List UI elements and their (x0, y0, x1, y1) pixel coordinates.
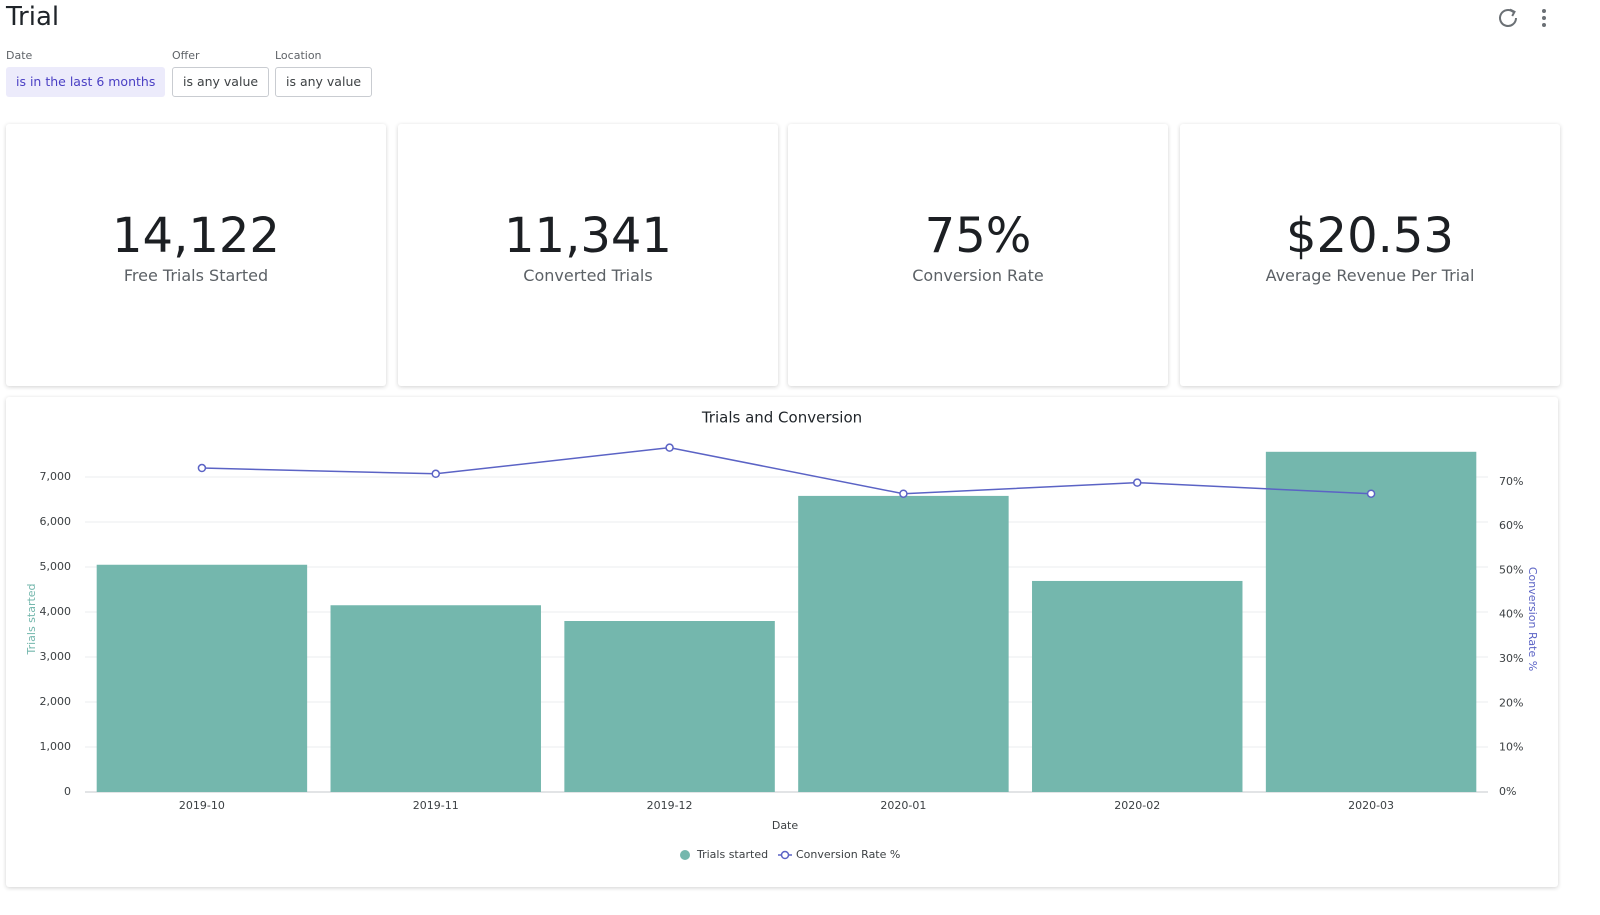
y2-tick-label: 40% (1499, 608, 1523, 621)
x-tick-label: 2019-10 (179, 799, 225, 812)
line (201, 446, 1372, 495)
bar (798, 495, 1009, 792)
legend-swatch (780, 850, 790, 860)
kpi-label: Average Revenue Per Trial (1265, 266, 1475, 285)
line-point (665, 443, 674, 452)
bar (330, 605, 541, 792)
x-tick-label: 2019-11 (413, 799, 459, 812)
y-tick-label: 6,000 (40, 515, 72, 528)
kpi-label: Converted Trials (523, 266, 653, 285)
y-tick-label: 5,000 (40, 560, 72, 573)
y2-tick-label: 70% (1499, 475, 1523, 488)
kpi-card: $20.53 Average Revenue Per Trial (1180, 124, 1560, 386)
y2-tick-label: 20% (1499, 696, 1523, 709)
line-point (899, 489, 908, 498)
y-tick-label: 3,000 (40, 650, 72, 663)
x-tick-label: 2020-02 (1114, 799, 1160, 812)
filter-label: Date (6, 49, 33, 62)
line-point (197, 463, 207, 473)
y2-tick-label: 60% (1499, 519, 1523, 532)
bar (564, 621, 775, 792)
x-tick-label: 2019-12 (647, 799, 693, 812)
bar (1265, 451, 1477, 792)
y2-tick-label: 0% (1499, 785, 1516, 798)
kpi-label: Conversion Rate (912, 266, 1044, 285)
y-axis-title: Trials started (25, 583, 38, 655)
y-tick-label: 1,000 (40, 740, 72, 753)
line-point (1133, 478, 1142, 487)
x-tick-label: 2020-03 (1348, 799, 1394, 812)
filter-chip[interactable]: is any value (275, 67, 373, 97)
page-title: Trial (6, 2, 60, 32)
more-icon[interactable] (1542, 9, 1546, 27)
filter-label: Offer (172, 49, 200, 62)
kpi-label: Free Trials Started (123, 266, 269, 285)
filter-chip[interactable]: is in the last 6 months (6, 67, 166, 97)
y2-tick-label: 10% (1499, 741, 1523, 754)
line-point (431, 469, 440, 479)
bar (1032, 580, 1243, 792)
filter-chip[interactable]: is any value (172, 67, 270, 97)
x-tick-label: 2020-01 (880, 799, 926, 812)
y-tick-label: 2,000 (40, 695, 72, 708)
kpi-value: 75% (924, 208, 1032, 264)
y-tick-label: 0 (64, 785, 71, 798)
bar (96, 564, 308, 792)
y-tick-label: 7,000 (40, 470, 72, 483)
legend-label: Conversion Rate % (796, 848, 900, 861)
kpi-value: 14,122 (112, 208, 280, 264)
chart: Trials and Conversion Date Trials starte… (25, 409, 1539, 862)
y2-axis-title: Conversion Rate % (1526, 567, 1539, 671)
chart-title: Trials and Conversion (701, 409, 862, 427)
legend-swatch (680, 850, 690, 860)
kpi-value: 11,341 (504, 208, 672, 264)
kpi-card: 14,122 Free Trials Started (6, 124, 386, 386)
toolbar-icons (1499, 8, 1546, 27)
chart-card: Trials and Conversion Date Trials starte… (6, 397, 1558, 887)
x-axis-title: Date (772, 819, 799, 832)
filter-label: Location (275, 49, 322, 62)
kpi-card: 11,341 Converted Trials (398, 124, 778, 386)
legend-label: Trials started (696, 848, 768, 861)
y2-tick-label: 50% (1499, 563, 1523, 576)
kpi-value: $20.53 (1286, 208, 1454, 264)
y-tick-label: 4,000 (40, 605, 72, 618)
line-point (1366, 489, 1376, 498)
y2-tick-label: 30% (1499, 652, 1523, 665)
kpi-card: 75% Conversion Rate (788, 124, 1168, 386)
refresh-icon[interactable] (1499, 8, 1517, 27)
